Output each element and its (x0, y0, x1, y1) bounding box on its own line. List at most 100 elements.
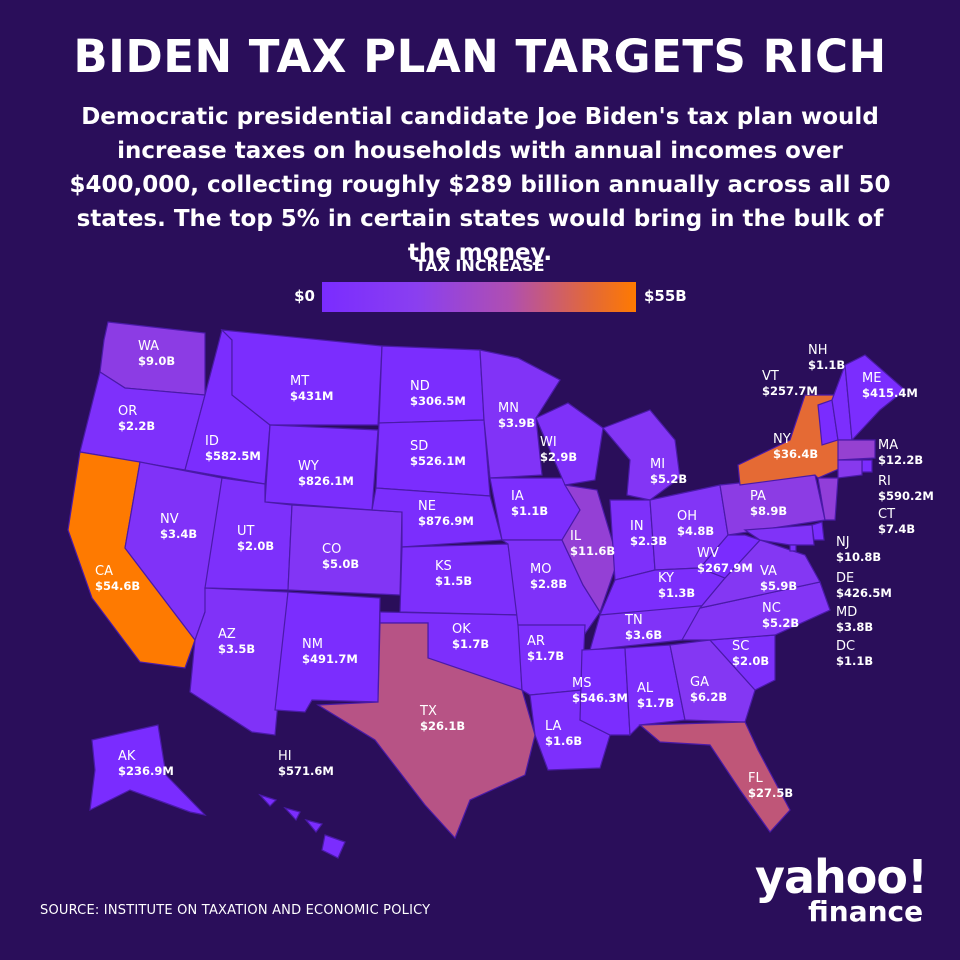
state-value-mt: $431M (290, 389, 333, 403)
state-wi (535, 402, 604, 486)
source-note: SOURCE: INSTITUTE ON TAXATION AND ECONOM… (40, 903, 431, 918)
state-label-nh: NH$1.1B (808, 343, 845, 372)
state-value-al: $1.7B (637, 696, 674, 710)
state-ma (837, 439, 876, 461)
state-label-ms: MS$546.3M (572, 676, 628, 705)
state-value-ms: $546.3M (572, 691, 628, 705)
state-code-fl: FL (748, 771, 763, 786)
state-label-ia: IA$1.1B (511, 489, 548, 518)
state-me (844, 354, 906, 442)
state-value-me: $415.4M (862, 386, 918, 400)
state-code-wi: WI (540, 435, 557, 450)
state-code-vt: VT (762, 369, 779, 384)
state-code-mt: MT (290, 374, 309, 389)
state-value-nm: $491.7M (302, 652, 358, 666)
state-code-ks: KS (435, 559, 452, 574)
state-ak (89, 724, 207, 816)
state-nm (274, 591, 381, 713)
state-md (743, 524, 815, 546)
state-value-va: $5.9B (760, 579, 797, 593)
state-code-in: IN (630, 519, 644, 534)
state-label-id: ID$582.5M (205, 434, 261, 463)
state-code-mi: MI (650, 457, 665, 472)
state-code-nv: NV (160, 512, 179, 527)
state-code-me: ME (862, 371, 881, 386)
state-ri (861, 459, 873, 473)
state-wy (264, 424, 379, 511)
state-label-il: IL$11.6B (570, 529, 615, 558)
state-value-wv: $267.9M (697, 561, 753, 575)
state-value-ca: $54.6B (95, 579, 140, 593)
state-code-la: LA (545, 719, 562, 734)
finance-logo: finance (808, 895, 924, 928)
state-label-wv: WV$267.9M (697, 546, 753, 575)
state-label-mi: MI$5.2B (650, 457, 687, 486)
state-il (561, 484, 619, 614)
state-code-ia: IA (511, 489, 524, 504)
state-code-pa: PA (750, 489, 766, 504)
state-fl (638, 721, 791, 833)
state-label-ky: KY$1.3B (658, 571, 695, 600)
state-code-ne: NE (418, 499, 436, 514)
state-code-ky: KY (658, 571, 674, 586)
state-code-va: VA (760, 564, 777, 579)
state-value-il: $11.6B (570, 544, 615, 558)
state-code-mn: MN (498, 401, 519, 416)
state-label-co: CO$5.0B (322, 542, 359, 571)
state-value-mn: $3.9B (498, 416, 535, 430)
state-value-or: $2.2B (118, 419, 155, 433)
state-code-or: OR (118, 404, 137, 419)
state-value-tn: $3.6B (625, 628, 662, 642)
state-value-fl: $27.5B (748, 786, 793, 800)
state-label-az: AZ$3.5B (218, 627, 255, 656)
state-code-wv: WV (697, 546, 719, 561)
state-value-vt: $257.7M (762, 384, 818, 398)
state-code-nd: ND (410, 379, 430, 394)
state-label-in: IN$2.3B (630, 519, 667, 548)
state-ct (837, 459, 863, 479)
state-value-ok: $1.7B (452, 637, 489, 651)
state-value-ma: $12.2B (878, 453, 923, 467)
state-mi (601, 409, 681, 501)
state-value-co: $5.0B (322, 557, 359, 571)
state-label-ga: GA$6.2B (690, 675, 727, 704)
state-code-ut: UT (237, 524, 255, 539)
state-value-tx: $26.1B (420, 719, 465, 733)
state-label-mt: MT$431M (290, 374, 333, 403)
state-code-tn: TN (624, 613, 643, 628)
state-code-ar: AR (527, 634, 545, 649)
state-label-ca: CA$54.6B (95, 564, 140, 593)
state-value-wi: $2.9B (540, 450, 577, 464)
state-label-al: AL$1.7B (637, 681, 674, 710)
state-label-la: LA$1.6B (545, 719, 582, 748)
state-wv (699, 534, 762, 579)
state-label-ny: NY$36.4B (773, 432, 818, 461)
state-code-al: AL (637, 681, 654, 696)
state-label-me: ME$415.4M (862, 371, 918, 400)
state-label-nj: NJ$10.8B (836, 535, 881, 564)
state-code-ms: MS (572, 676, 591, 691)
state-code-mo: MO (530, 562, 551, 577)
state-label-ri: RI$590.2M (878, 474, 934, 503)
state-value-ia: $1.1B (511, 504, 548, 518)
state-code-ok: OK (452, 622, 471, 637)
state-value-ks: $1.5B (435, 574, 472, 588)
state-label-wa: WA$9.0B (138, 339, 175, 368)
state-label-md: MD$3.8B (836, 605, 873, 634)
state-code-nj: NJ (836, 535, 850, 550)
state-label-ar: AR$1.7B (527, 634, 564, 663)
state-value-ct: $7.4B (878, 522, 915, 536)
state-code-id: ID (205, 434, 219, 449)
state-value-md: $3.8B (836, 620, 873, 634)
state-label-ak: AK$236.9M (118, 749, 174, 778)
state-label-ok: OK$1.7B (452, 622, 489, 651)
state-label-wy: WY$826.1M (298, 459, 354, 488)
state-code-ma: MA (878, 438, 898, 453)
state-value-dc: $1.1B (836, 654, 873, 668)
state-value-sd: $526.1M (410, 454, 466, 468)
state-value-ne: $876.9M (418, 514, 474, 528)
state-code-de: DE (836, 571, 854, 586)
state-code-ct: CT (878, 507, 895, 522)
state-value-wy: $826.1M (298, 474, 354, 488)
state-value-az: $3.5B (218, 642, 255, 656)
